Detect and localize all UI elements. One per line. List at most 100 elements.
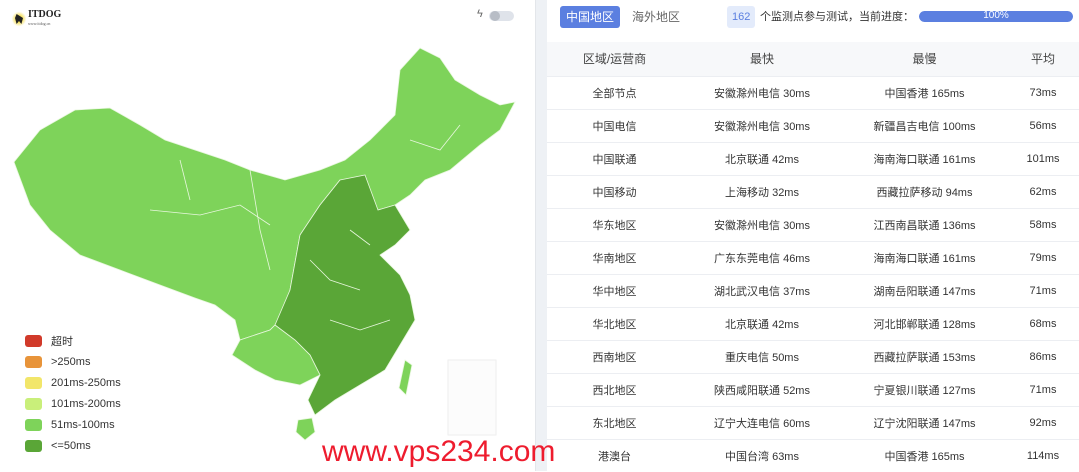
cell-slowest: 西藏拉萨移动 94ms bbox=[842, 174, 1007, 208]
table-row: 西北地区 陕西咸阳联通 52ms 宁夏银川联通 127ms 71ms bbox=[547, 372, 1079, 406]
cell-region: 中国联通 bbox=[547, 141, 682, 175]
cell-slowest: 海南海口联通 161ms bbox=[842, 240, 1007, 274]
cell-slowest: 宁夏银川联通 127ms bbox=[842, 372, 1007, 406]
legend-label: 101ms-200ms bbox=[51, 397, 121, 410]
cell-region: 港澳台 bbox=[547, 438, 682, 472]
map-region-taiwan[interactable] bbox=[398, 359, 413, 396]
cell-average: 58ms bbox=[1007, 207, 1079, 241]
table-row: 东北地区 辽宁大连电信 60ms 辽宁沈阳联通 147ms 92ms bbox=[547, 405, 1079, 439]
cell-slowest: 河北邯郸联通 128ms bbox=[842, 306, 1007, 340]
cell-region: 中国移动 bbox=[547, 174, 682, 208]
cell-fastest: 安徽滁州电信 30ms bbox=[682, 75, 842, 109]
cell-region: 华东地区 bbox=[547, 207, 682, 241]
legend-item[interactable]: 201ms-250ms bbox=[25, 372, 121, 393]
cell-slowest: 海南海口联通 161ms bbox=[842, 141, 1007, 175]
cell-slowest: 江西南昌联通 136ms bbox=[842, 207, 1007, 241]
results-table: 区域/运营商 最快 最慢 平均 全部节点 安徽滁州电信 30ms 中国香港 165m… bbox=[547, 42, 1079, 472]
legend-item[interactable]: <=50ms bbox=[25, 435, 121, 456]
col-header-slowest[interactable]: 最慢 bbox=[842, 42, 1007, 76]
cell-slowest: 西藏拉萨联通 153ms bbox=[842, 339, 1007, 373]
progress-bar: 100% bbox=[919, 11, 1073, 22]
tab-overseas[interactable]: 海外地区 bbox=[632, 10, 681, 24]
cell-region: 中国电信 bbox=[547, 108, 682, 142]
table-row: 华南地区 广东东莞电信 46ms 海南海口联通 161ms 79ms bbox=[547, 240, 1079, 274]
cell-region: 西南地区 bbox=[547, 339, 682, 373]
legend-label: 51ms-100ms bbox=[51, 418, 115, 431]
legend-label: >250ms bbox=[51, 355, 91, 368]
legend-swatch bbox=[25, 376, 42, 389]
watermark: www.vps234.com bbox=[322, 435, 556, 468]
col-header-average[interactable]: 平均 bbox=[1007, 42, 1079, 76]
cell-region: 华南地区 bbox=[547, 240, 682, 274]
legend-swatch bbox=[25, 418, 42, 431]
cell-region: 全部节点 bbox=[547, 75, 682, 109]
south-sea-inset bbox=[447, 359, 497, 436]
map-region-southwest[interactable] bbox=[231, 324, 321, 386]
latency-legend: 超时 >250ms 201ms-250ms 101ms-200ms 51ms-100ms… bbox=[25, 330, 121, 456]
table-row: 西南地区 重庆电信 50ms 西藏拉萨联通 153ms 86ms bbox=[547, 339, 1079, 373]
cell-average: 79ms bbox=[1007, 240, 1079, 274]
cell-fastest: 陕西咸阳联通 52ms bbox=[682, 372, 842, 406]
table-row: 华中地区 湖北武汉电信 37ms 湖南岳阳联通 147ms 71ms bbox=[547, 273, 1079, 307]
legend-swatch bbox=[25, 397, 42, 410]
cell-fastest: 上海移动 32ms bbox=[682, 174, 842, 208]
cell-slowest: 新疆昌吉电信 100ms bbox=[842, 108, 1007, 142]
cell-region: 华北地区 bbox=[547, 306, 682, 340]
map-region-hainan[interactable] bbox=[295, 417, 316, 441]
cell-average: 92ms bbox=[1007, 405, 1079, 439]
progress-label: 100% bbox=[983, 11, 1009, 21]
legend-item[interactable]: 101ms-200ms bbox=[25, 393, 121, 414]
table-row: 中国移动 上海移动 32ms 西藏拉萨移动 94ms 62ms bbox=[547, 174, 1079, 208]
table-row: 中国电信 安徽滁州电信 30ms 新疆昌吉电信 100ms 56ms bbox=[547, 108, 1079, 142]
cell-region: 华中地区 bbox=[547, 273, 682, 307]
table-row: 港澳台 中国台湾 63ms 中国香港 165ms 114ms bbox=[547, 438, 1079, 472]
china-map bbox=[13, 47, 516, 441]
cell-fastest: 北京联通 42ms bbox=[682, 306, 842, 340]
cell-fastest: 安徽滁州电信 30ms bbox=[682, 207, 842, 241]
cell-average: 114ms bbox=[1007, 438, 1079, 472]
cell-average: 56ms bbox=[1007, 108, 1079, 142]
cell-average: 68ms bbox=[1007, 306, 1079, 340]
cell-average: 73ms bbox=[1007, 75, 1079, 109]
legend-swatch bbox=[25, 439, 42, 452]
legend-swatch bbox=[25, 355, 42, 368]
logo-text: ITDOG bbox=[28, 9, 62, 20]
table-row: 华东地区 安徽滁州电信 30ms 江西南昌联通 136ms 58ms bbox=[547, 207, 1079, 241]
cell-fastest: 安徽滁州电信 30ms bbox=[682, 108, 842, 142]
table-row: 华北地区 北京联通 42ms 河北邯郸联通 128ms 68ms bbox=[547, 306, 1079, 340]
legend-item[interactable]: 超时 bbox=[25, 330, 121, 351]
tab-china[interactable]: 中国地区 bbox=[560, 6, 621, 28]
cell-slowest: 辽宁沈阳联通 147ms bbox=[842, 405, 1007, 439]
cell-fastest: 北京联通 42ms bbox=[682, 141, 842, 175]
col-header-fastest[interactable]: 最快 bbox=[682, 42, 842, 76]
cell-fastest: 湖北武汉电信 37ms bbox=[682, 273, 842, 307]
legend-label: 201ms-250ms bbox=[51, 376, 121, 389]
logo-url: www.itdog.cn bbox=[28, 21, 51, 26]
results-panel: 中国地区 海外地区 162 个监测点参与测试，当前进度： 100% 区域/运营商… bbox=[547, 0, 1079, 472]
cell-slowest: 湖南岳阳联通 147ms bbox=[842, 273, 1007, 307]
cell-average: 86ms bbox=[1007, 339, 1079, 373]
panel-divider[interactable] bbox=[535, 0, 547, 471]
cell-average: 101ms bbox=[1007, 141, 1079, 175]
cell-average: 71ms bbox=[1007, 372, 1079, 406]
dog-logo-icon bbox=[12, 11, 26, 27]
map-region-west[interactable] bbox=[13, 47, 516, 341]
table-row: 全部节点 安徽滁州电信 30ms 中国香港 165ms 73ms bbox=[547, 75, 1079, 109]
legend-label: <=50ms bbox=[51, 439, 91, 452]
cell-region: 东北地区 bbox=[547, 405, 682, 439]
table-row: 中国联通 北京联通 42ms 海南海口联通 161ms 101ms bbox=[547, 141, 1079, 175]
cell-fastest: 重庆电信 50ms bbox=[682, 339, 842, 373]
legend-item[interactable]: >250ms bbox=[25, 351, 121, 372]
legend-item[interactable]: 51ms-100ms bbox=[25, 414, 121, 435]
node-count-badge: 162 bbox=[727, 6, 756, 28]
status-text: 个监测点参与测试，当前进度： bbox=[760, 11, 914, 23]
cell-fastest: 中国台湾 63ms bbox=[682, 438, 842, 472]
animation-toggle[interactable] bbox=[489, 11, 514, 21]
cell-average: 71ms bbox=[1007, 273, 1079, 307]
legend-swatch bbox=[25, 334, 42, 347]
cell-fastest: 辽宁大连电信 60ms bbox=[682, 405, 842, 439]
cell-region: 西北地区 bbox=[547, 372, 682, 406]
col-header-region[interactable]: 区域/运营商 bbox=[547, 42, 682, 76]
legend-label: 超时 bbox=[51, 335, 73, 348]
map-panel: ITDOG www.itdog.cn ϟ 超时 >250ms 201ms-250ms 1… bbox=[0, 0, 535, 471]
